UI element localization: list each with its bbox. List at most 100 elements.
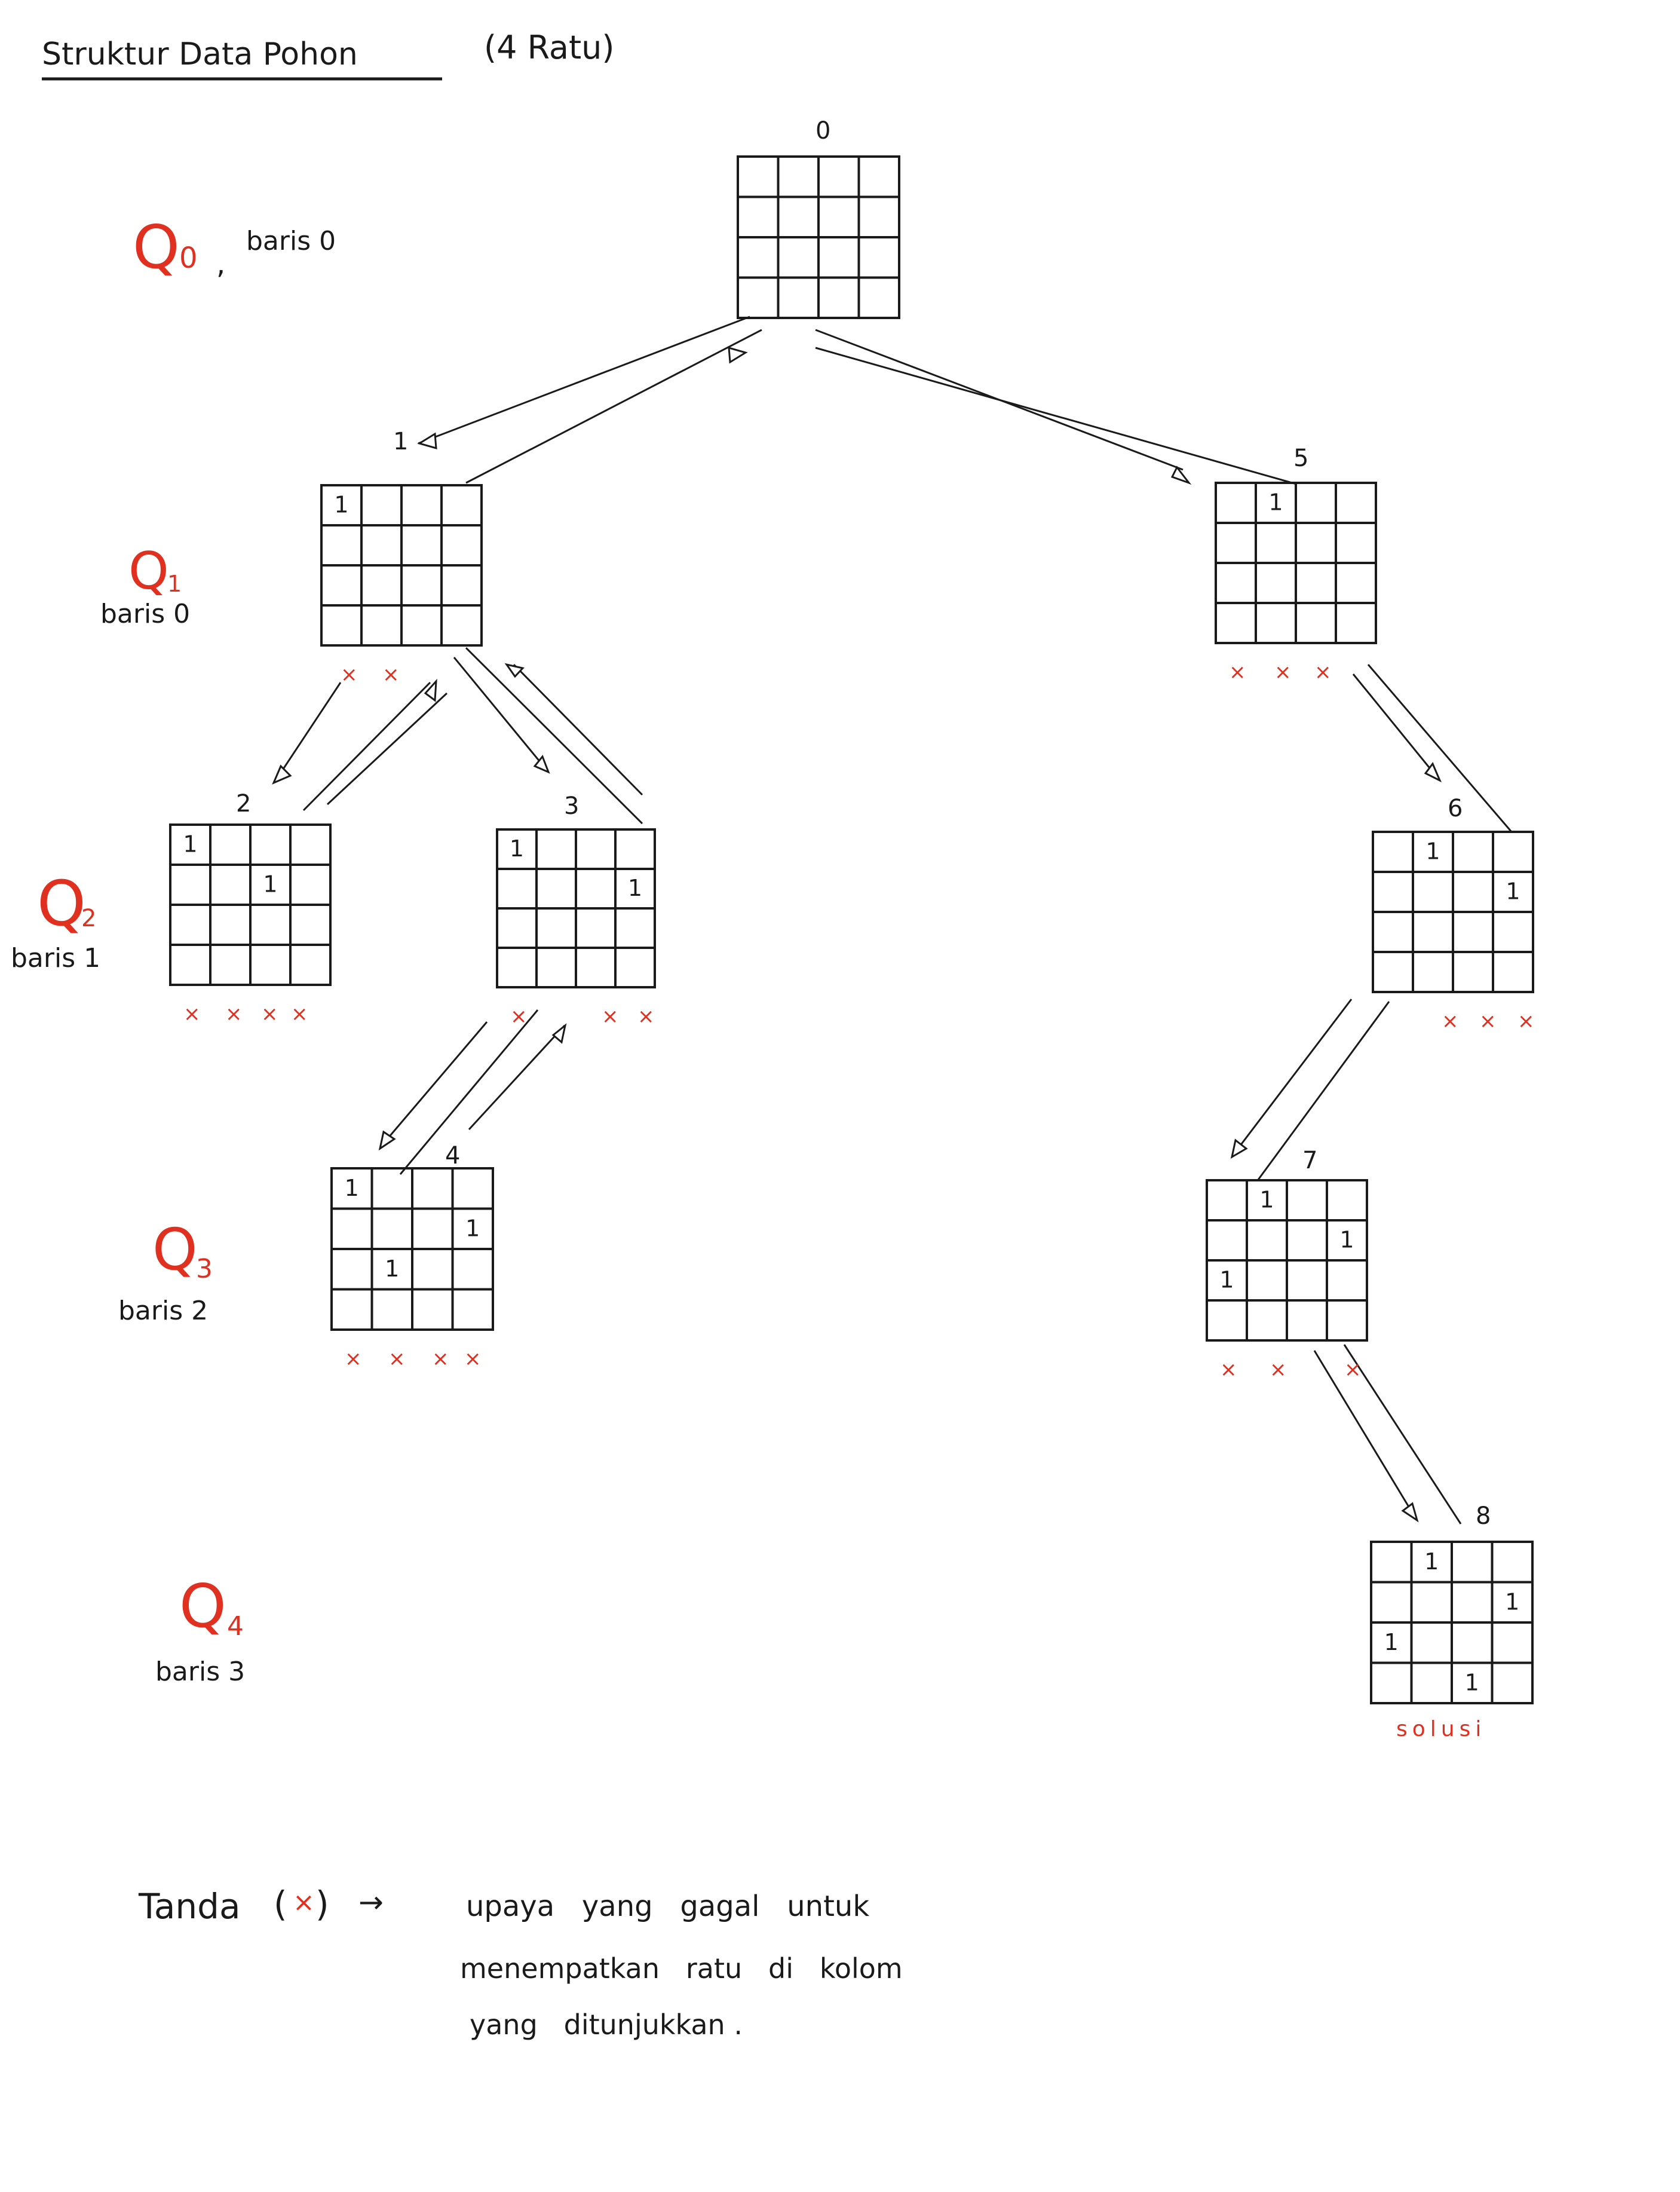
edge-6-7 — [1230, 999, 1390, 1180]
queen-mark: 1 — [465, 1215, 480, 1241]
node-number-label: 8 — [1476, 1502, 1491, 1530]
level-q3-letter: Q — [152, 1216, 198, 1283]
diagram-title: Struktur Data Pohon (4 Ratu) — [42, 29, 614, 81]
legend-text-line1: upaya yang gagal untuk — [466, 1890, 869, 1923]
solution-label: solusi — [1396, 1717, 1486, 1741]
failed-placement-mark: × — [1344, 1358, 1362, 1382]
node-number-label: 0 — [816, 117, 830, 145]
board-node-1: 1 1 × × — [320, 428, 483, 687]
queen-mark: 1 — [1259, 1187, 1274, 1213]
edge-1-2 — [272, 678, 448, 812]
board-node-7: 1 1 1 7 × × × — [1206, 1147, 1368, 1382]
level-q4-row: baris 3 — [155, 1657, 245, 1687]
queen-mark: 1 — [1219, 1267, 1234, 1293]
level-q4-letter: Q — [179, 1571, 226, 1641]
edge-0-5 — [815, 329, 1297, 485]
level-q3-row: baris 2 — [118, 1296, 208, 1326]
queen-mark: 1 — [1465, 1669, 1479, 1695]
level-q1-sub: 1 — [167, 571, 182, 597]
failed-placement-mark: × — [1517, 1009, 1535, 1033]
board-grid — [737, 155, 900, 319]
failed-placement-mark: × — [510, 1005, 528, 1028]
level-q1-letter: Q — [128, 541, 169, 601]
board-node-8: 1 1 1 1 8 solusi — [1370, 1502, 1534, 1741]
queen-mark: 1 — [510, 835, 524, 862]
board-node-4: 1 1 1 4 × × × × — [330, 1142, 494, 1371]
board-grid — [1206, 1179, 1368, 1342]
edge-0-1 — [417, 316, 762, 484]
level-q0: Q 0 , baris 0 — [133, 212, 336, 282]
legend-paren-open: ( — [274, 1884, 287, 1924]
board-grid — [320, 484, 483, 647]
legend-label: Tanda — [138, 1886, 241, 1927]
failed-placement-mark: × — [261, 1002, 278, 1026]
legend: Tanda ( × ) → upaya yang gagal untuk men… — [138, 1884, 903, 2041]
failed-placement-mark: × — [345, 1347, 362, 1371]
queen-mark: 1 — [1424, 1548, 1439, 1575]
node-number-label: 7 — [1302, 1147, 1317, 1174]
queen-mark: 1 — [1339, 1227, 1354, 1253]
failed-placement-mark: × — [1442, 1009, 1459, 1033]
level-q3: Q 3 baris 2 — [118, 1216, 213, 1326]
legend-text-line3: yang ditunjukkan . — [470, 2009, 743, 2041]
board-grid — [330, 1167, 494, 1331]
queen-mark: 1 — [1268, 489, 1283, 516]
board-grid — [1370, 1541, 1534, 1704]
failed-placement-mark: × — [388, 1347, 406, 1371]
node-number-label: 4 — [445, 1142, 460, 1170]
queen-mark: 1 — [1505, 1588, 1519, 1615]
node-number-label: 1 — [393, 428, 408, 455]
title-text: Struktur Data Pohon — [42, 36, 358, 72]
title-note: (4 Ratu) — [484, 29, 614, 66]
board-grid — [1215, 482, 1377, 644]
board-node-2: 1 1 2 × × × × — [169, 790, 332, 1026]
legend-x-symbol: × — [293, 1887, 315, 1918]
queen-mark: 1 — [1384, 1629, 1399, 1655]
failed-placement-mark: × — [183, 1002, 201, 1026]
failed-placement-mark: × — [341, 663, 358, 687]
board-node-0: 0 — [737, 117, 900, 319]
queen-mark: 1 — [385, 1256, 399, 1282]
failed-placement-mark: × — [1274, 660, 1292, 684]
legend-arrow-icon: → — [358, 1885, 384, 1919]
failed-placement-mark: × — [291, 1002, 308, 1026]
node-number-label: 6 — [1448, 795, 1463, 822]
level-q1: Q 1 baris 0 — [100, 541, 190, 629]
node-number-label: 3 — [564, 792, 579, 820]
node-number-label: 2 — [236, 790, 251, 818]
level-labels: Q 0 , baris 0 Q 1 baris 0 Q 2 baris 1 Q … — [11, 212, 336, 1687]
legend-paren-close: ) — [315, 1884, 329, 1924]
level-q0-row: baris 0 — [246, 226, 336, 256]
level-q2-letter: Q — [37, 867, 86, 940]
board-grid — [1372, 831, 1534, 993]
edge-5-6 — [1352, 664, 1513, 832]
queen-mark: 1 — [628, 875, 642, 901]
level-q0-sep: , — [216, 247, 225, 281]
edge-7-8 — [1313, 1344, 1462, 1524]
edge-1-3 — [453, 647, 643, 825]
failed-placement-mark: × — [637, 1005, 655, 1028]
failed-placement-mark: × — [464, 1347, 482, 1371]
board-node-6: 116× × × — [1372, 795, 1535, 1033]
edge-3-4 — [378, 1009, 567, 1175]
failed-placement-mark: × — [432, 1347, 449, 1371]
failed-placement-mark: × — [225, 1002, 243, 1026]
failed-placement-mark: × — [382, 663, 400, 687]
board-node-5: 15 × × × — [1215, 445, 1377, 684]
level-q2-row: baris 1 — [11, 943, 100, 973]
level-q0-letter: Q — [133, 212, 180, 282]
queen-mark: 1 — [1425, 838, 1440, 865]
level-q2-sub: 2 — [81, 905, 96, 932]
legend-text-line2: menempatkan ratu di kolom — [460, 1952, 903, 1985]
queen-mark: 1 — [1506, 878, 1520, 905]
failed-placement-mark: × — [1229, 660, 1246, 684]
level-q4-sub: 4 — [227, 1611, 244, 1642]
node-number-label: 5 — [1293, 445, 1308, 472]
failed-placement-mark: × — [602, 1005, 619, 1028]
failed-placement-mark: × — [1314, 660, 1332, 684]
queen-mark: 1 — [263, 871, 277, 898]
level-q4: Q 4 baris 3 — [155, 1571, 245, 1687]
level-q1-row: baris 0 — [100, 599, 190, 629]
level-q3-sub: 3 — [196, 1254, 213, 1284]
